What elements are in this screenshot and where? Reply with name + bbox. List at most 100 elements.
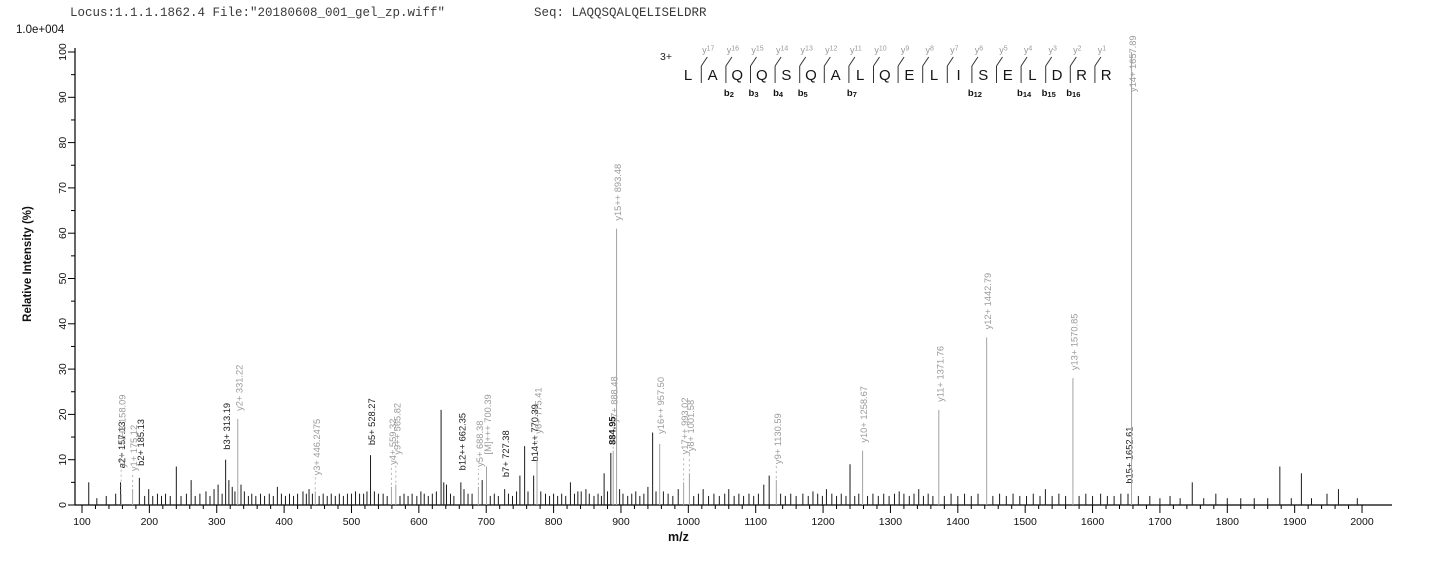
cleavage-mark-diagonal — [1069, 56, 1077, 67]
residue: Q — [805, 67, 817, 84]
residue: L — [1028, 67, 1036, 84]
residue: S — [978, 67, 988, 84]
peak-label: y1+ 175.12 — [129, 425, 139, 471]
x-axis-title: m/z — [668, 530, 689, 544]
x-tick-label: 100 — [73, 516, 91, 528]
peak-label: y4+ 559.32 — [388, 419, 398, 465]
residue: Q — [731, 67, 743, 84]
y-tick-label: 80 — [57, 137, 69, 149]
y-ion-marker: y4 — [1024, 45, 1033, 55]
peak-label: y11+ 1371.76 — [935, 346, 945, 402]
cleavage-mark-diagonal — [774, 56, 782, 67]
x-tick-label: 2000 — [1350, 516, 1374, 528]
y-tick-label: 40 — [57, 318, 69, 330]
cleavage-mark-diagonal — [725, 56, 733, 67]
y-ion-marker: y7 — [950, 45, 959, 55]
cleavage-mark-diagonal — [848, 56, 856, 67]
peak-label: b14++ 770.39 — [530, 404, 540, 461]
x-tick-label: 1200 — [811, 516, 835, 528]
residue: L — [930, 67, 938, 84]
residue: E — [1003, 67, 1013, 84]
b-ion-marker: b5 — [798, 88, 808, 99]
x-tick-label: 1600 — [1081, 516, 1105, 528]
peak-label: y5+ 688.38 — [475, 421, 485, 467]
b-ion-marker: b12 — [968, 88, 982, 99]
cleavage-mark-diagonal — [946, 56, 954, 67]
x-tick-label: 1900 — [1283, 516, 1307, 528]
sequence-header: Seq: LAQQSQALQELISELDRR — [534, 6, 707, 20]
x-tick-label: 1800 — [1216, 516, 1240, 528]
y-ion-marker: y16 — [727, 45, 739, 55]
x-tick-label: 800 — [545, 516, 563, 528]
residue: A — [708, 67, 718, 84]
residue: E — [904, 67, 914, 84]
locus-file-header: Locus:1.1.1.1862.4 File:"20180608_001_ge… — [70, 6, 446, 20]
precursor-charge-label: 3+ — [660, 51, 672, 63]
y-tick-label: 90 — [57, 91, 69, 103]
intensity-scale-label: 1.0e+004 — [16, 24, 65, 36]
peak-label: y15++ 893.48 — [613, 164, 623, 221]
residue: R — [1076, 67, 1087, 84]
y-ion-marker: y1 — [1098, 45, 1107, 55]
residue: Q — [879, 67, 891, 84]
peak-label: y9++ 565.82 — [392, 403, 402, 455]
y-ion-marker: y17 — [702, 45, 714, 55]
x-tick-label: 1700 — [1148, 516, 1172, 528]
x-tick-label: 200 — [141, 516, 159, 528]
cleavage-mark-diagonal — [873, 56, 880, 67]
residue: R — [1101, 67, 1112, 84]
residue: D — [1052, 67, 1063, 84]
cleavage-mark-diagonal — [1020, 56, 1028, 67]
x-tick-label: 300 — [208, 516, 226, 528]
peak-label: a2+ 157.13 — [117, 422, 127, 469]
cleavage-mark-diagonal — [996, 56, 1003, 67]
peak-label: y12+ 1442.79 — [983, 273, 993, 330]
peak-label: y10+ 1258.67 — [859, 386, 869, 443]
y-tick-label: 0 — [57, 502, 69, 508]
y-tick-label: 100 — [57, 43, 69, 61]
cleavage-mark-diagonal — [823, 56, 831, 67]
b-ion-marker: b3 — [749, 88, 759, 99]
b-ion-marker: b2 — [724, 88, 734, 99]
cleavage-mark-diagonal — [700, 56, 708, 67]
x-tick-label: 500 — [343, 516, 361, 528]
peak-label: [M]+++ 700.39 — [483, 394, 493, 454]
y-tick-label: 70 — [57, 182, 69, 194]
peak-label: y9+ 1130.59 — [773, 413, 783, 464]
peak-label: y14+ 1657.89 — [1128, 35, 1138, 92]
cleavage-mark-diagonal — [897, 56, 905, 67]
peak-label: y6+ 775.41 — [534, 387, 544, 433]
y-ion-marker: y2 — [1073, 45, 1082, 55]
y-ion-marker: y15 — [751, 45, 763, 55]
peak-label: 884.95 — [607, 416, 617, 444]
residue: Q — [756, 67, 768, 84]
peak-label: y1+ - NH3 158.09 — [118, 395, 128, 468]
y-ion-marker: y5 — [999, 45, 1008, 55]
y-ion-marker: y6 — [975, 45, 984, 55]
b-ion-marker: b16 — [1066, 88, 1080, 99]
x-tick-label: 400 — [275, 516, 293, 528]
y-tick-label: 10 — [57, 454, 69, 466]
residue: A — [831, 67, 841, 84]
y-ion-marker: y13 — [801, 45, 813, 55]
cleavage-mark-diagonal — [799, 56, 807, 67]
cleavage-mark-diagonal — [922, 56, 930, 67]
cleavage-mark-diagonal — [1045, 56, 1053, 67]
cleavage-mark-diagonal — [1094, 56, 1102, 67]
cleavage-mark-diagonal — [971, 56, 979, 67]
x-tick-label: 1100 — [744, 516, 767, 528]
x-tick-label: 1500 — [1014, 516, 1038, 528]
x-tick-label: 1000 — [677, 516, 701, 528]
b-ion-marker: b15 — [1042, 88, 1056, 99]
y-ion-marker: y12 — [825, 45, 837, 55]
y-ion-marker: y10 — [874, 45, 886, 55]
y-ion-marker: y9 — [901, 45, 910, 55]
x-tick-label: 700 — [477, 516, 495, 528]
y-tick-label: 60 — [57, 227, 69, 239]
b-ion-marker: b4 — [773, 88, 784, 99]
b-ion-marker: b7 — [847, 88, 857, 99]
b-ion-marker: b14 — [1017, 88, 1032, 99]
peak-label: b7+ 727.38 — [501, 430, 511, 477]
